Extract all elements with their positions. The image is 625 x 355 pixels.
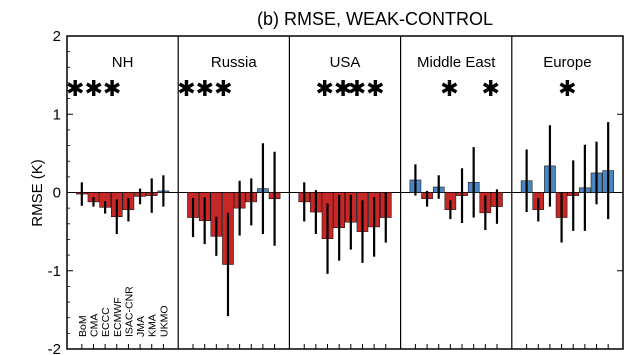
panel-nh: NH BoM CMA ECCC ECMWF ISAC-CNR JMA KMA UKMO ✱✱✱ [66, 54, 179, 349]
significance-star: ✱✱ [315, 77, 352, 102]
y-tick-label: 1 [53, 106, 61, 123]
category-label: UKMO [158, 306, 170, 338]
y-axis-label: RMSE (K) [29, 159, 46, 227]
panel-europe: Europe ✱ [511, 36, 623, 349]
panel-usa: USA ✱✱✱✱ [288, 36, 401, 349]
significance-star: ✱ [481, 77, 499, 102]
y-tick-label: -1 [48, 263, 61, 280]
y-tick-label: 2 [53, 28, 61, 45]
y-tick-label: 0 [53, 185, 61, 202]
category-label: CMA [88, 314, 100, 337]
significance-star: ✱ [558, 77, 576, 102]
category-label: ECMWF [112, 297, 124, 337]
plot-frame [66, 35, 624, 350]
panel-title: NH [112, 54, 134, 71]
y-tick-label: -2 [48, 341, 61, 355]
panel-title: Europe [543, 54, 591, 71]
significance-star: ✱✱ [348, 77, 385, 102]
panel-title: Russia [211, 54, 258, 71]
chart-title: (b) RMSE, WEAK-CONTROL [257, 9, 493, 29]
panel-middle-east: Middle East ✱ ✱ [400, 36, 512, 349]
panel-russia: Russia ✱✱✱ [177, 36, 290, 349]
significance-star: ✱✱✱ [177, 77, 232, 102]
significance-star: ✱ [440, 77, 458, 102]
category-label: JMA [135, 316, 147, 337]
category-label: KMA [147, 314, 159, 337]
panel-title: Middle East [417, 54, 496, 71]
significance-star: ✱✱✱ [66, 77, 121, 102]
panel-title: USA [330, 54, 361, 71]
category-label: ISAC-CNR [123, 286, 135, 337]
category-label: BoM [77, 315, 89, 337]
category-label: ECCC [100, 307, 112, 337]
